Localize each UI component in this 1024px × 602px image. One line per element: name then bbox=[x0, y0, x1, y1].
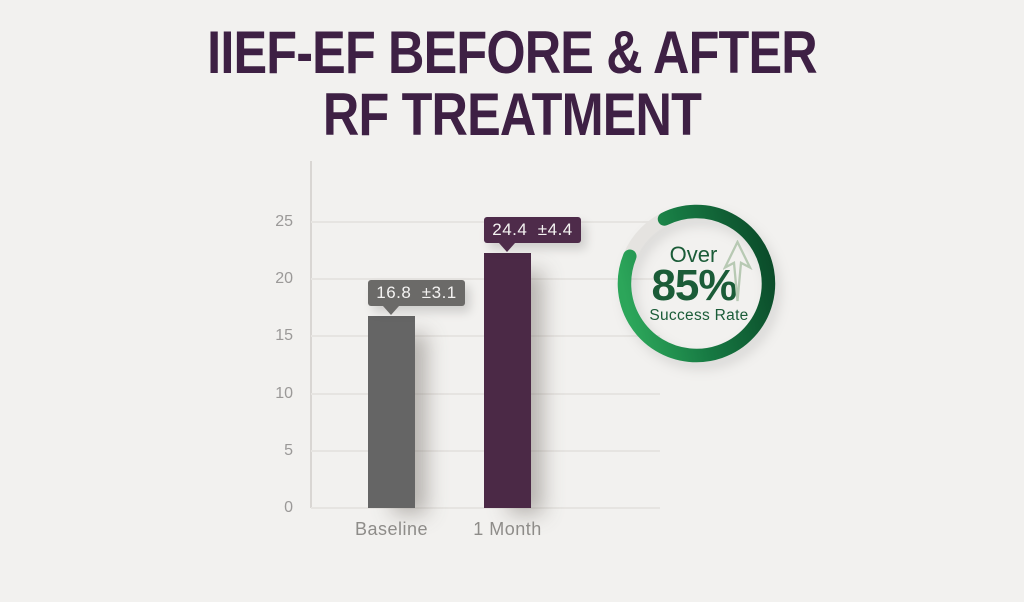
y-tick-label-10: 10 bbox=[275, 384, 293, 402]
y-tick-label-25: 25 bbox=[275, 213, 293, 230]
bar-baseline bbox=[368, 315, 415, 508]
bar-value-tooltip-1-month: 24.4 ±4.4 bbox=[484, 217, 581, 253]
title-line-2: RF TREATMENT bbox=[322, 81, 702, 148]
y-tick-label-0: 0 bbox=[284, 499, 293, 516]
bar-value-label: 16.8 ±3.1 bbox=[376, 282, 457, 302]
title-line-1: IIEF-EF BEFORE & AFTER bbox=[207, 19, 817, 86]
y-tick-label-5: 5 bbox=[284, 441, 293, 459]
x-tick-label-1-month: 1 Month bbox=[473, 519, 542, 539]
success-rate-badge: Over 85% Success Rate bbox=[612, 198, 782, 368]
bar-value-label: 24.4 ±4.4 bbox=[492, 220, 573, 240]
upward-arrow-icon bbox=[723, 240, 753, 302]
badge-over-label: Over bbox=[669, 242, 718, 267]
bar-1-month bbox=[484, 253, 531, 508]
bar-value-tooltip-baseline: 16.8 ±3.1 bbox=[368, 279, 465, 315]
tooltip-pointer bbox=[383, 305, 399, 315]
y-axis-line bbox=[310, 161, 312, 508]
ring-progress-arc bbox=[617, 204, 776, 363]
y-tick-label-15: 15 bbox=[275, 327, 293, 345]
y-tick-label-20: 20 bbox=[275, 270, 293, 288]
tooltip-pointer bbox=[499, 243, 515, 253]
gridline-y-0 bbox=[311, 507, 660, 509]
x-tick-label-baseline: Baseline bbox=[354, 519, 429, 539]
progress-ring bbox=[617, 204, 776, 363]
badge-subtitle: Success Rate bbox=[649, 307, 749, 324]
page-title: IIEF-EF BEFORE & AFTER RF TREATMENT bbox=[82, 22, 942, 146]
